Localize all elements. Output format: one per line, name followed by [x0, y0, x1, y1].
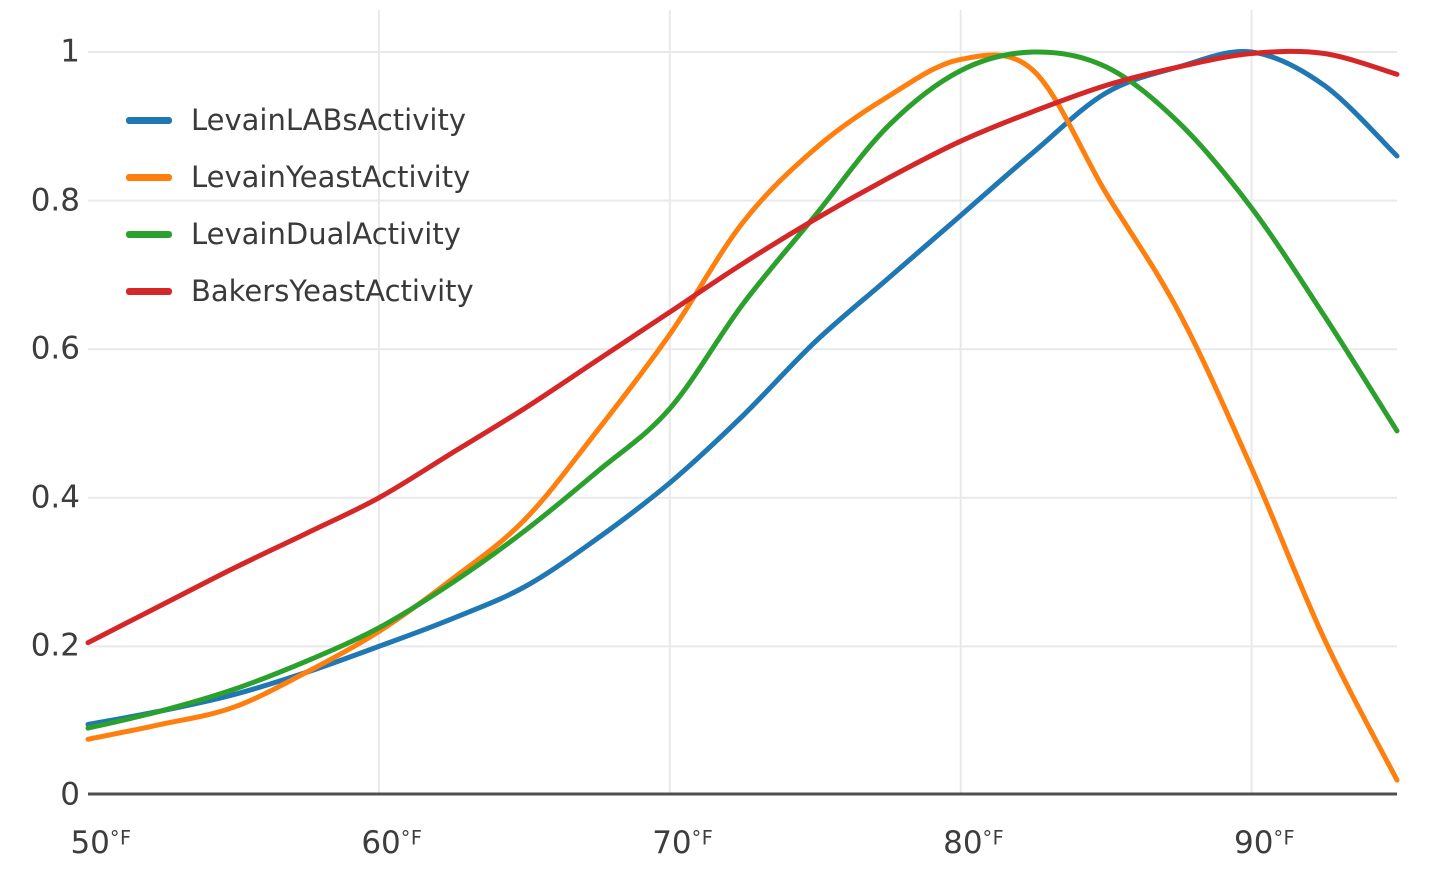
x-tick-number: 70 [652, 825, 692, 861]
x-axis-tick-label: 60°F [361, 828, 422, 859]
x-tick-unit: °F [982, 826, 1005, 850]
legend: LevainLABsActivity LevainYeastActivity Lev… [126, 92, 474, 320]
series-line-levaindualactivity [85, 49, 1400, 731]
x-tick-unit: °F [400, 826, 423, 850]
legend-label: BakersYeastActivity [191, 274, 474, 308]
x-tick-number: 60 [361, 825, 401, 861]
legend-label: LevainYeastActivity [191, 160, 471, 194]
x-tick-number: 80 [943, 825, 983, 861]
x-axis-tick-label: 90°F [1234, 828, 1295, 859]
legend-swatch [126, 231, 172, 238]
y-axis-tick-label: 0.2 [30, 627, 80, 664]
y-axis-tick-label: 0.4 [30, 479, 80, 516]
series-line-levainyeastactivity [85, 52, 1400, 783]
y-axis-tick-label: 1 [60, 33, 80, 70]
legend-label: LevainLABsActivity [191, 103, 466, 137]
legend-item-levainlabsactivity: LevainLABsActivity [126, 92, 474, 149]
series-lines [85, 48, 1400, 783]
legend-swatch [126, 288, 172, 295]
x-tick-number: 90 [1233, 825, 1274, 861]
x-axis-tick-label: 70°F [652, 828, 713, 859]
legend-swatch [126, 174, 172, 181]
y-axis-tick-label: 0 [60, 776, 80, 813]
x-tick-unit: °F [1273, 826, 1296, 850]
legend-swatch [126, 117, 172, 124]
legend-item-levaindualactivity: LevainDualActivity [126, 206, 474, 263]
x-tick-unit: °F [109, 826, 132, 850]
legend-label: LevainDualActivity [191, 217, 461, 251]
x-axis-tick-label: 50°F [70, 828, 131, 859]
legend-item-levainyeastactivity: LevainYeastActivity [126, 149, 474, 206]
y-axis-tick-label: 0.6 [30, 330, 80, 367]
x-axis-tick-label: 80°F [943, 828, 1004, 859]
legend-item-bakersyeastactivity: BakersYeastActivity [126, 263, 474, 320]
y-axis-tick-label: 0.8 [30, 182, 80, 219]
x-tick-number: 50 [70, 825, 110, 861]
x-tick-unit: °F [691, 826, 714, 850]
series-line-bakersyeastactivity [85, 48, 1400, 646]
